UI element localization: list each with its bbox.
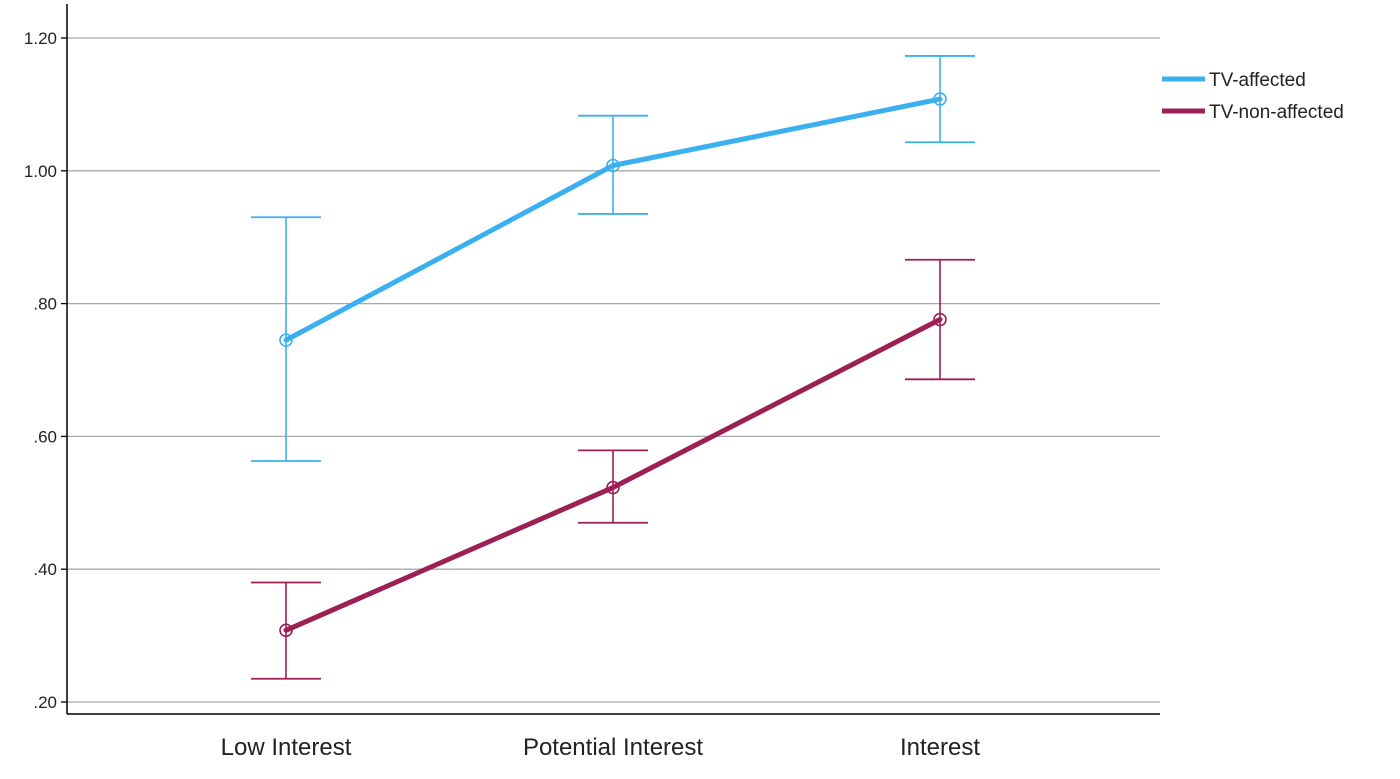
y-tick-label: .40 bbox=[33, 560, 57, 579]
y-tick-label: .60 bbox=[33, 427, 57, 446]
legend-label: TV-affected bbox=[1209, 70, 1306, 91]
y-axis-ticks: .20 .40 .60 .80 1.00 1.20 bbox=[24, 29, 67, 712]
data-point bbox=[933, 312, 947, 327]
data-point bbox=[606, 480, 620, 495]
data-point bbox=[279, 333, 293, 347]
x-tick-label: Potential Interest bbox=[523, 734, 703, 761]
series-TV-affected bbox=[251, 55, 975, 462]
y-tick-label: .80 bbox=[33, 295, 57, 314]
legend: TV-affected TV-non-affected bbox=[1162, 70, 1344, 123]
data-point bbox=[606, 158, 620, 173]
y-tick-label: 1.00 bbox=[24, 162, 57, 181]
x-tick-label: Interest bbox=[900, 734, 980, 761]
data-point bbox=[933, 92, 947, 106]
data-point bbox=[279, 623, 293, 638]
x-tick-label: Low Interest bbox=[221, 734, 352, 761]
x-axis-labels: Low Interest Potential Interest Interest bbox=[221, 734, 981, 761]
y-tick-label: .20 bbox=[33, 693, 57, 712]
series-TV-non-affected bbox=[251, 258, 975, 680]
series-line bbox=[283, 96, 943, 343]
y-tick-label: 1.20 bbox=[24, 29, 57, 48]
series-line bbox=[283, 317, 943, 633]
series-layer bbox=[251, 55, 975, 680]
legend-label: TV-non-affected bbox=[1209, 102, 1344, 123]
axes bbox=[66, 4, 1160, 715]
